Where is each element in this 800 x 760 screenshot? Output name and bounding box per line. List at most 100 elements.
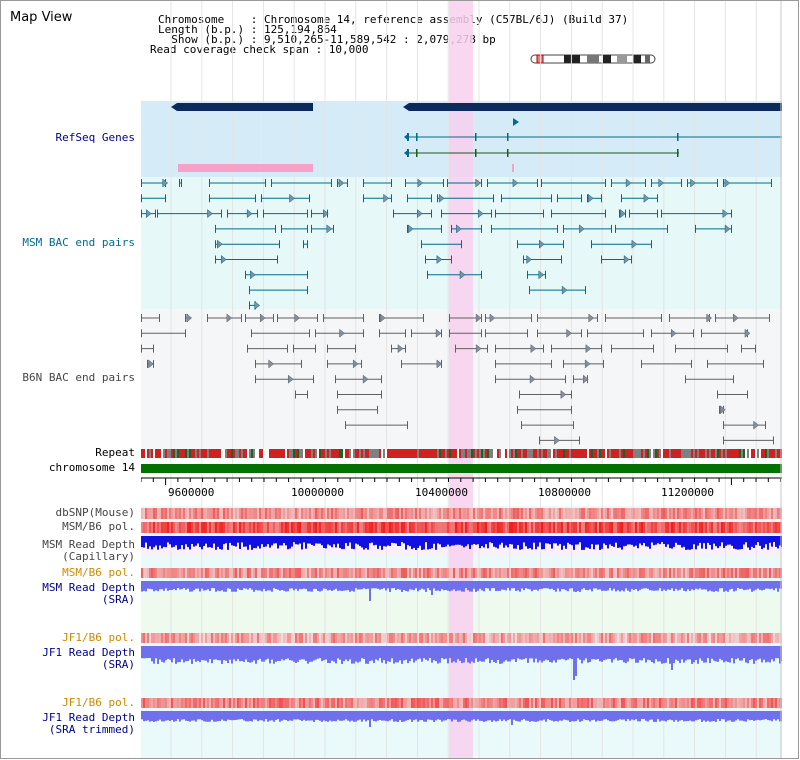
track-label-jf1-depth-trimmed[interactable]: JF1 Read Depth <box>42 711 135 724</box>
repeat-segment <box>545 449 547 458</box>
msm-sra-depth-bar <box>551 581 553 589</box>
b6n-bac-end <box>245 314 246 322</box>
msm-sra-depth-bar <box>709 581 711 591</box>
repeat-segment <box>385 449 387 458</box>
b6n-bac-arrow-marker <box>268 359 275 369</box>
track-label-msm-b6-pol-2[interactable]: MSM/B6 pol. <box>62 566 135 579</box>
msm-capillary-depth-bar <box>567 536 569 543</box>
msm-b6-pol-cell <box>485 522 487 533</box>
msm-sra-depth-bar <box>177 581 179 589</box>
jf1-sra-depth-bar <box>671 646 673 670</box>
track-label-jf1-depth-sra[interactable]: JF1 Read Depth <box>42 646 135 659</box>
track-label-msm-depth-capillary[interactable]: MSM Read Depth <box>42 538 135 551</box>
msm-capillary-depth-bar <box>393 536 395 544</box>
jf1-b6-pol-cell <box>301 633 303 643</box>
jf1-trimmed-depth-bar <box>633 711 635 721</box>
b6n-bac-end <box>537 314 538 322</box>
msm-b6-pol-cell <box>729 568 731 578</box>
track-label-refseq[interactable]: RefSeq Genes <box>55 131 135 144</box>
dbsnp-cell <box>611 508 613 519</box>
dbsnp-cell <box>539 508 541 519</box>
msm-capillary-depth-bar <box>185 536 187 545</box>
msm-b6-pol-cell <box>561 568 563 578</box>
msm-b6-pol-cell <box>305 522 307 533</box>
jf1-trimmed-depth-bar <box>681 711 683 721</box>
track-label-jf1-b6-pol-2[interactable]: JF1/B6 pol. <box>62 696 135 709</box>
jf1-sra-depth-bar <box>155 646 157 659</box>
jf1-sra-depth-bar <box>767 646 769 662</box>
msm-b6-pol-cell <box>333 568 335 578</box>
repeat-segment <box>451 449 453 458</box>
msm-b6-pol-cell <box>377 568 379 578</box>
msm-b6-pol-cell <box>325 568 327 578</box>
chromosome-ideogram[interactable] <box>529 52 659 66</box>
dbsnp-cell <box>599 508 601 519</box>
jf1-b6-pol-cell <box>229 633 231 643</box>
jf1-trimmed-depth-bar <box>213 711 215 722</box>
msm-capillary-depth-bar <box>763 536 765 548</box>
msm-b6-pol-cell <box>655 568 657 578</box>
jf1-trimmed-depth-bar <box>395 711 397 722</box>
b6n-bac-end <box>517 405 518 414</box>
b6n-bac-arrow-marker <box>733 313 739 323</box>
msm-b6-pol-cell <box>347 522 349 533</box>
msm-sra-depth-bar <box>281 581 283 590</box>
jf1-sra-depth-bar <box>651 646 653 663</box>
msm-b6-pol-cell <box>519 568 521 578</box>
msm-b6-pol-cell <box>209 522 211 533</box>
dbsnp-cell <box>147 508 149 519</box>
jf1-b6-pol-cell <box>277 633 279 643</box>
track-label-jf1-b6-pol-1[interactable]: JF1/B6 pol. <box>62 631 135 644</box>
track-label-msm-bac[interactable]: MSM BAC end pairs <box>22 236 135 249</box>
msm-b6-pol-cell <box>769 568 771 578</box>
msm-capillary-depth-bar <box>615 536 617 543</box>
msm-capillary-depth-bar <box>199 536 201 548</box>
track-label-b6n-bac[interactable]: B6N BAC end pairs <box>22 371 135 384</box>
msm-bac-end <box>611 224 612 233</box>
msm-b6-pol-cell <box>429 568 431 578</box>
msm-capillary-depth-bar <box>219 536 221 550</box>
track-label-chromosome[interactable]: chromosome 14 <box>48 461 135 474</box>
msm-b6-pol-cell <box>493 522 495 533</box>
msm-b6-pol-cell <box>267 568 269 578</box>
msm-bac-end <box>681 179 682 187</box>
repeat-segment <box>439 449 441 458</box>
msm-capillary-depth-bar <box>349 536 351 543</box>
msm-b6-pol-cell <box>543 568 545 578</box>
msm-b6-pol-cell <box>517 568 519 578</box>
jf1-b6-pol-cell <box>203 698 205 708</box>
jf1-sra-depth-bar <box>711 646 713 659</box>
jf1-b6-pol-cell <box>281 633 283 643</box>
repeat-segment <box>293 449 295 458</box>
msm-b6-pol-cell <box>631 522 633 533</box>
jf1-trimmed-depth-bar <box>309 711 311 721</box>
dbsnp-cell <box>489 508 491 519</box>
repeat-segment <box>191 449 193 458</box>
track-label-repeat[interactable]: Repeat <box>95 446 135 459</box>
gene-arrow <box>403 103 409 111</box>
repeat-segment <box>375 449 377 458</box>
jf1-b6-pol-cell <box>401 698 403 708</box>
dbsnp-cell <box>629 508 631 519</box>
jf1-b6-pol-cell <box>453 698 455 708</box>
msm-bac-end <box>731 224 732 233</box>
msm-b6-pol-cell <box>293 568 295 578</box>
msm-capillary-depth-bar <box>611 536 613 546</box>
genome-tracks-svg[interactable] <box>141 1 782 759</box>
msm-b6-pol-cell <box>751 522 753 533</box>
msm-capillary-depth-bar <box>423 536 425 550</box>
track-label-dbsnp[interactable]: dbSNP(Mouse) <box>55 506 135 519</box>
track-label-msm-depth-sra[interactable]: MSM Read Depth <box>42 581 135 594</box>
jf1-sra-depth-bar <box>611 646 613 663</box>
jf1-b6-pol-cell <box>439 698 441 708</box>
genome-plot-area[interactable] <box>141 1 782 759</box>
jf1-sra-depth-bar <box>649 646 651 661</box>
msm-sra-depth-bar <box>263 581 265 589</box>
track-label-msm-b6-pol-1[interactable]: MSM/B6 pol. <box>62 520 135 533</box>
jf1-b6-pol-cell <box>777 698 779 708</box>
msm-b6-pol-cell <box>701 568 703 578</box>
b6n-bac-end <box>293 344 294 353</box>
msm-b6-pol-cell <box>617 522 619 533</box>
dbsnp-cell <box>643 508 645 519</box>
msm-b6-pol-cell <box>421 568 423 578</box>
